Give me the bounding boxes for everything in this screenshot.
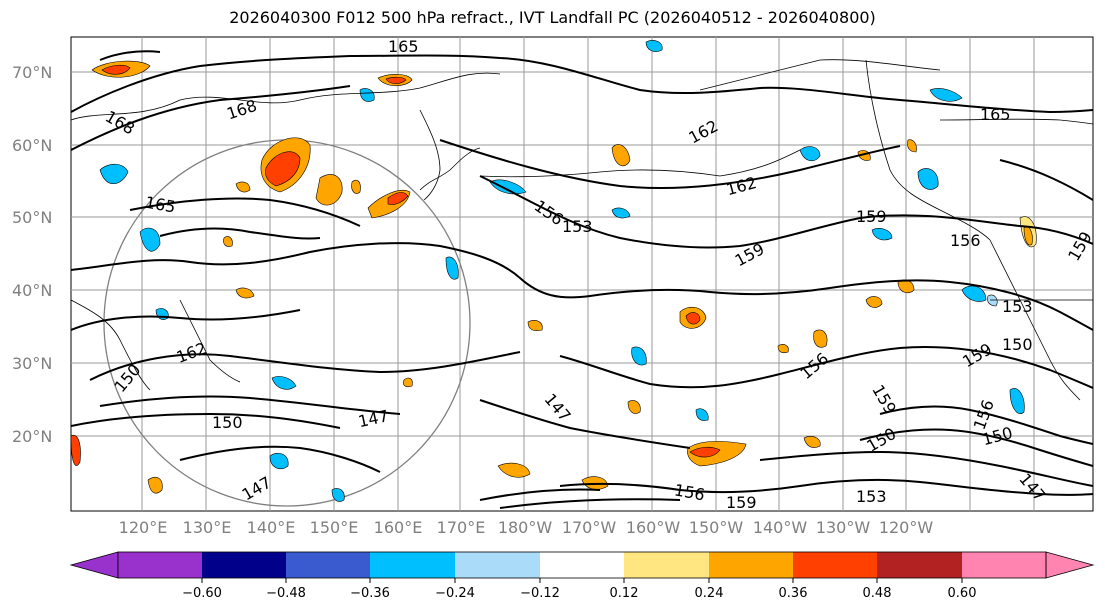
- contour-label: 153: [856, 487, 887, 506]
- latitude-label: 40°N: [12, 281, 52, 300]
- colorbar-cell: [962, 552, 1046, 578]
- graticule: [71, 37, 1093, 511]
- colorbar-cell: [455, 552, 540, 578]
- contour-label: 159: [726, 493, 757, 512]
- longitude-label: 140°E: [247, 518, 296, 537]
- longitude-label: 120°W: [879, 518, 934, 537]
- longitude-label: 160°W: [626, 518, 681, 537]
- longitude-label: 180°W: [498, 518, 553, 537]
- longitude-label: 150°W: [689, 518, 744, 537]
- latitude-label: 30°N: [12, 354, 52, 373]
- colorbar-cell: [202, 552, 286, 578]
- colorbar-tick-label: −0.60: [182, 586, 222, 601]
- latitude-label: 50°N: [12, 208, 52, 227]
- longitude-label: 130°E: [183, 518, 232, 537]
- colorbar-cell: [709, 552, 793, 578]
- colorbar-cell: [118, 552, 202, 578]
- longitude-label: 170°W: [562, 518, 617, 537]
- colorbar-extend-high: [1045, 551, 1095, 579]
- longitude-label: 120°E: [119, 518, 168, 537]
- colorbar-tick-label: 0.36: [779, 586, 808, 601]
- coastlines: [71, 59, 1093, 401]
- latitude-label: 20°N: [12, 427, 52, 446]
- colorbar-tick-label: −0.36: [350, 586, 390, 601]
- colorbar-tick-label: −0.48: [266, 586, 306, 601]
- colorbar-cell: [877, 552, 962, 578]
- colorbar-tick-label: −0.24: [435, 586, 475, 601]
- colorbar-cell: [370, 552, 455, 578]
- contour-label: 150: [212, 413, 243, 432]
- colorbar-tick-label: −0.12: [520, 586, 560, 601]
- colorbar-tick-label: 0.12: [610, 586, 639, 601]
- map-title: 2026040300 F012 500 hPa refract., IVT La…: [229, 8, 876, 27]
- latitude-labels: 70°N 60°N 50°N 40°N 30°N 20°N: [12, 63, 52, 446]
- contour-label: 156: [950, 231, 981, 250]
- map-frame: [70, 36, 1094, 512]
- contour-label: 153: [1002, 297, 1033, 316]
- colorbar-extend-low: [69, 551, 119, 579]
- contour-label: 153: [562, 217, 593, 236]
- contour-label: 159: [856, 207, 887, 226]
- colorbar-tick-label: 0.24: [695, 586, 724, 601]
- colorbar-cell: [540, 552, 624, 578]
- longitude-label: 140°W: [753, 518, 808, 537]
- contour-label: 150: [1002, 335, 1033, 354]
- colorbar-cell: [793, 552, 877, 578]
- contour-label: 165: [980, 105, 1011, 124]
- ivt-negative-patches: [99, 40, 1025, 502]
- longitude-label: 150°E: [310, 518, 359, 537]
- contour-label: 165: [388, 37, 419, 56]
- colorbar-cell: [624, 552, 709, 578]
- latitude-label: 70°N: [12, 63, 52, 82]
- ivt-positive-patches: [71, 60, 1037, 494]
- colorbar-tick-label: 0.60: [948, 586, 977, 601]
- colorbar: −0.60 −0.48 −0.36 −0.24 −0.12 0.12 0.24 0.36 0.4…: [69, 551, 1095, 601]
- longitude-labels: 120°E 130°E 140°E 150°E 160°E 170°E 180°…: [119, 518, 934, 537]
- longitude-label: 130°W: [816, 518, 871, 537]
- colorbar-tick-label: 0.48: [863, 586, 892, 601]
- height-contours: [71, 50, 1093, 509]
- latitude-label: 60°N: [12, 136, 52, 155]
- longitude-label: 170°E: [437, 518, 486, 537]
- colorbar-cell: [286, 552, 370, 578]
- longitude-label: 160°E: [374, 518, 423, 537]
